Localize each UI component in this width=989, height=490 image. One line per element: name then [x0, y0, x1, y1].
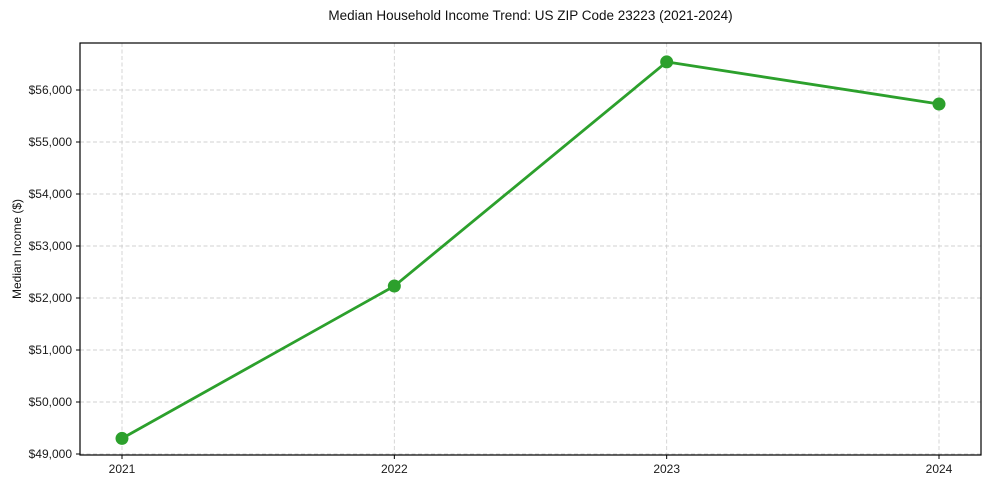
y-tick-label: $49,000	[29, 447, 73, 461]
plot-border	[79, 42, 982, 456]
x-tick-label: 2023	[653, 462, 680, 476]
data-point	[115, 431, 129, 445]
y-tick-label: $50,000	[29, 395, 73, 409]
y-tick-label: $54,000	[29, 187, 73, 201]
y-tick-label: $53,000	[29, 239, 73, 253]
data-point	[932, 97, 946, 111]
y-tick-label: $55,000	[29, 135, 73, 149]
y-tick-label: $56,000	[29, 83, 73, 97]
y-tick-label: $51,000	[29, 343, 73, 357]
data-point	[660, 55, 674, 69]
data-line	[120, 60, 941, 440]
x-tick-label: 2021	[109, 462, 136, 476]
x-tick-label: 2024	[926, 462, 953, 476]
x-tick-label: 2022	[381, 462, 408, 476]
chart-title: Median Household Income Trend: US ZIP Co…	[328, 8, 733, 23]
y-tick-label: $52,000	[29, 291, 73, 305]
data-point	[387, 279, 401, 293]
